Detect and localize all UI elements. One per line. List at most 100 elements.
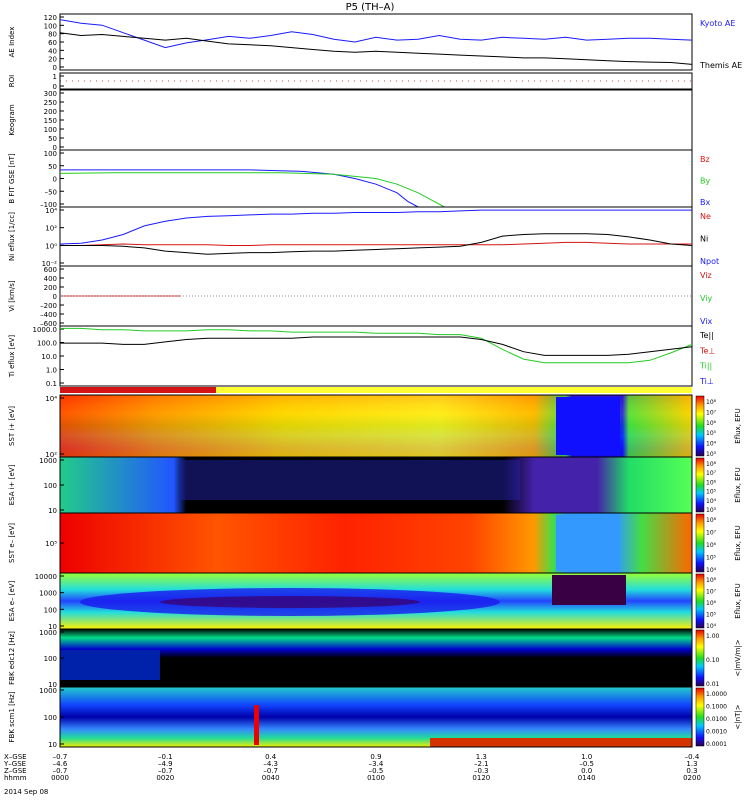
vi-ylabel: Vi [km/s] (8, 280, 16, 311)
ae-frame (59, 13, 693, 71)
footer-value: 0.3 (686, 767, 697, 775)
bfit-legend-entry: By (700, 177, 710, 186)
footer-value: 0200 (683, 774, 701, 782)
footer-value: –0.5 (579, 760, 594, 768)
ni-series-ni (60, 233, 693, 255)
vi-legend-entry: Viz (700, 271, 712, 280)
sst_elec-colorbar (695, 513, 705, 573)
roi-ytick: 0 (53, 83, 57, 91)
esa_ion-ytick: 10 (48, 507, 57, 515)
esa_ion-colorbar-tick: 10⁴ (706, 498, 717, 505)
footer-value: –2.1 (474, 760, 489, 768)
ae-ytick: 80 (48, 31, 57, 39)
spectrogram-fbk-e (60, 629, 692, 687)
footer-value: 0100 (367, 774, 385, 782)
footer-value: 0120 (472, 774, 490, 782)
sst_ion-ylabel: SST i+ [eV] (8, 406, 16, 446)
footer-value: –3.4 (369, 760, 384, 768)
sst_elec-ylabel: SST e– [eV] (8, 523, 16, 563)
footer-value: 0040 (262, 774, 280, 782)
sst_ion-colorbar-tick: 10⁷ (706, 409, 717, 416)
sst_elec-colorbar-label: Eflux, EFU (734, 525, 742, 560)
ni-frame (59, 206, 693, 267)
vi-ytick: 400 (44, 275, 57, 283)
sst_elec-colorbar-tick: 10⁷ (706, 530, 717, 537)
fbk_b-ylabel: FBK scm1 [Hz] (8, 691, 16, 742)
esa_ion-colorbar-tick: 10⁷ (706, 470, 717, 477)
footer-row-label: Y–GSE (3, 760, 26, 768)
ae-legend-entry: Themis AE (699, 61, 742, 70)
ti-ytick: 10.0 (41, 353, 57, 361)
fbk_b-colorbar-tick: 0.0010 (706, 729, 727, 736)
ae-ytick: 120 (44, 14, 57, 22)
ni-ylabel: Ni eflux [1/cc] (8, 212, 16, 261)
ti-ytick: 100.0 (37, 340, 57, 348)
roi-ytick: 1 (53, 73, 57, 81)
bfit-series-bx (60, 169, 419, 208)
esa_ion-colorbar-tick: 10³ (706, 507, 717, 514)
spectrogram-fbk-b (60, 687, 692, 747)
vi-ytick: –200 (40, 302, 57, 310)
fbk_b-ytick: 10 (48, 741, 57, 749)
ae-ytick: 40 (48, 47, 57, 55)
sst_ion-colorbar-tick: 10³ (706, 451, 717, 458)
footer-date: 2014 Sep 08 (4, 788, 48, 796)
ni-ytick: 10⁰ (45, 242, 57, 250)
plot-title: P5 (TH–A) (346, 2, 395, 13)
ti-legend-entry: Ti|| (699, 362, 712, 371)
vi-ytick: –600 (40, 320, 57, 328)
footer-value: –4.6 (53, 760, 68, 768)
vi-ytick: 600 (44, 266, 57, 274)
keogram-ytick: 0 (53, 144, 57, 152)
fbk_b-ytick: 100 (44, 714, 57, 722)
ti-frame (59, 325, 693, 387)
roi-frame (59, 72, 693, 90)
ti-ytick: 0.1 (46, 380, 57, 388)
fbk_b-ytick: 1000 (39, 687, 57, 695)
ae-ytick: 100 (44, 22, 57, 30)
sst_elec-colorbar-tick: 10⁶ (706, 542, 717, 549)
keogram-ytick: 250 (44, 99, 57, 107)
ni-ytick: 10² (45, 225, 57, 233)
fbk_e-colorbar-tick: 0.01 (706, 681, 720, 688)
fbk_e-ytick: 1000 (39, 629, 57, 637)
esa_ion-colorbar (695, 457, 705, 513)
footer-value: –0.4 (685, 753, 700, 761)
ti-series-te- (60, 336, 693, 356)
vi-legend-entry: Viy (700, 294, 713, 303)
spectrogram-sst-elec (60, 513, 692, 573)
esa_ion-ylabel: ESA i+ [eV] (8, 464, 16, 505)
spectrogram-sst-ion (60, 395, 692, 457)
ni-legend-entry: Npot (700, 257, 719, 266)
footer-value: 0.0 (581, 767, 592, 775)
bfit-series-by (59, 172, 445, 208)
esa_ion-colorbar-tick: 10⁶ (706, 479, 717, 486)
fbk_b-colorbar-label: <|nT|> (734, 704, 742, 729)
bfit-legend-entry: Bx (700, 198, 710, 207)
spectrogram-esa-elec (60, 573, 692, 629)
ti-ylabel: Ti eflux [eV] (8, 335, 16, 379)
ae-ytick: 20 (48, 56, 57, 64)
vi-legend-entry: Vix (700, 317, 713, 326)
ae-series-themis-ae (59, 32, 693, 65)
footer-value: 0020 (156, 774, 174, 782)
fbk_e-colorbar-label: <|mV/m|> (734, 639, 742, 676)
footer-value: 1.3 (686, 760, 697, 768)
fbk_b-colorbar (695, 687, 705, 747)
sst_ion-ytick: 10² (45, 451, 57, 459)
fbk_b-colorbar-tick: 1.0000 (706, 691, 727, 698)
sst_ion-colorbar-tick: 10⁶ (706, 420, 717, 427)
keogram-ylabel: Keogram (8, 104, 16, 135)
esa_elec-colorbar-tick: 10⁸ (706, 577, 717, 584)
roi-ylabel: ROI (8, 75, 16, 87)
footer-value: –0.7 (53, 767, 68, 775)
ni-series-ne (60, 241, 692, 246)
fbk_e-colorbar-tick: 1.00 (706, 633, 720, 640)
esa_ion-colorbar-tick: 10⁵ (706, 489, 717, 496)
esa_elec-ytick: 1000 (39, 590, 57, 598)
esa_elec-ytick: 100 (44, 606, 57, 614)
sst_elec-colorbar-tick: 10⁴ (706, 567, 717, 574)
esa_ion-ytick: 1000 (39, 457, 57, 465)
footer-value: –0.7 (53, 753, 68, 761)
